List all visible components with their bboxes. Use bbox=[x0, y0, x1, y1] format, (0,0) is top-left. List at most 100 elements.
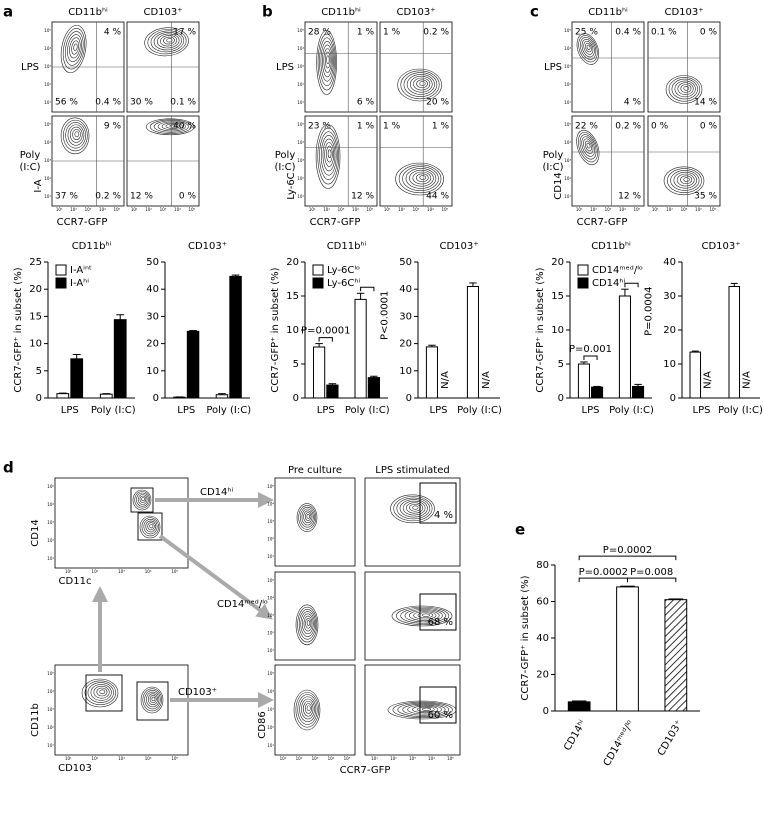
contour bbox=[147, 28, 187, 55]
log-tick-label: 10² bbox=[296, 756, 303, 761]
log-tick-label: 10³ bbox=[605, 207, 612, 212]
panel-letter: a bbox=[3, 3, 13, 21]
contour bbox=[143, 519, 158, 535]
row-label: Poly bbox=[543, 150, 564, 161]
bar bbox=[229, 275, 242, 399]
log-tick-label: 10³ bbox=[413, 207, 420, 212]
log-tick-label: 10¹ bbox=[297, 100, 304, 105]
log-tick-label: 10³ bbox=[267, 613, 274, 618]
contour bbox=[576, 129, 600, 166]
quadrant-percent: 0.4 % bbox=[615, 28, 641, 38]
contour bbox=[150, 30, 185, 53]
log-tick-label: 10⁴ bbox=[145, 756, 152, 761]
contour bbox=[665, 75, 703, 104]
contour bbox=[576, 33, 600, 65]
flow-x-label: CCR7-GFP bbox=[310, 217, 361, 228]
log-tick-label: 10¹ bbox=[371, 756, 378, 761]
quadrant-percent: 12 % bbox=[618, 192, 641, 202]
contour bbox=[674, 80, 696, 98]
log-tick-label: 10⁵ bbox=[113, 207, 120, 212]
contour bbox=[303, 700, 314, 717]
y-tick-label: 50 bbox=[146, 257, 159, 268]
contour bbox=[404, 609, 443, 623]
contour bbox=[400, 607, 446, 624]
quadrant-percent: 0.2 % bbox=[95, 192, 121, 202]
log-tick-label: 10⁴ bbox=[47, 689, 54, 694]
contour bbox=[416, 79, 428, 89]
quadrant-percent: 17 % bbox=[173, 28, 196, 38]
contour bbox=[319, 37, 335, 87]
legend-swatch bbox=[577, 277, 589, 289]
quadrant-percent: 6 % bbox=[357, 98, 375, 108]
p-value: P=0.0001 bbox=[301, 326, 350, 337]
log-tick-label: 10¹ bbox=[131, 207, 138, 212]
contour bbox=[583, 138, 594, 154]
contour bbox=[297, 606, 318, 643]
contour bbox=[671, 78, 698, 100]
log-tick-label: 10² bbox=[47, 725, 54, 730]
bar bbox=[616, 586, 639, 712]
bar bbox=[186, 330, 200, 399]
p-value: P=0.008 bbox=[630, 567, 673, 578]
y-tick-label: 5 bbox=[36, 366, 42, 377]
column-title: CD103⁺ bbox=[396, 7, 435, 18]
y-tick-label: 5 bbox=[293, 359, 299, 370]
log-tick-label: 10¹ bbox=[297, 194, 304, 199]
contour bbox=[144, 27, 189, 57]
log-tick-label: 10⁴ bbox=[267, 689, 274, 694]
row-label: (I:C) bbox=[19, 162, 40, 173]
row-label: Poly bbox=[275, 150, 296, 161]
log-tick-label: 10⁴ bbox=[99, 207, 106, 212]
log-tick-label: 10² bbox=[267, 725, 274, 730]
column-title: CD11bʰⁱ bbox=[588, 7, 628, 18]
quadrant-percent: 4 % bbox=[104, 28, 122, 38]
contour bbox=[300, 611, 315, 637]
quadrant-percent: 1 % bbox=[383, 122, 401, 132]
y-tick-label: 0 bbox=[670, 393, 676, 404]
contour bbox=[326, 145, 333, 163]
contour bbox=[304, 512, 312, 521]
y-tick-label: 10 bbox=[551, 325, 564, 336]
contour bbox=[413, 611, 437, 620]
log-tick-label: 10¹ bbox=[65, 756, 72, 761]
contour bbox=[579, 134, 597, 160]
p-value: P=0.001 bbox=[569, 344, 612, 355]
log-tick-label: 10⁴ bbox=[267, 501, 274, 506]
x-tick-label: LPS bbox=[582, 405, 600, 416]
bar bbox=[591, 386, 604, 399]
contour bbox=[397, 702, 450, 717]
row-label: Poly bbox=[20, 150, 41, 161]
bar bbox=[313, 346, 326, 399]
x-tick-label: CD14ʰⁱ bbox=[562, 718, 588, 752]
p-value: P<0.0001 bbox=[380, 291, 391, 340]
y-tick-label: 40 bbox=[663, 257, 676, 268]
x-tick-label: Poly (I:C) bbox=[206, 405, 251, 416]
contour bbox=[402, 166, 439, 191]
quadrant-percent: 1 % bbox=[432, 122, 450, 132]
y-tick-label: 0 bbox=[153, 393, 159, 404]
contour bbox=[323, 48, 332, 73]
log-tick-label: 10⁴ bbox=[145, 569, 152, 574]
gate-percent: 60 % bbox=[428, 710, 453, 721]
contour bbox=[402, 500, 426, 516]
log-tick-label: 10⁵ bbox=[44, 28, 51, 33]
flow-x-label: CCR7-GFP bbox=[57, 217, 108, 228]
contour bbox=[393, 496, 433, 522]
contour bbox=[301, 508, 314, 526]
contour bbox=[165, 123, 180, 129]
contour bbox=[580, 37, 597, 60]
log-tick-label: 10⁴ bbox=[352, 207, 359, 212]
log-tick-label: 10² bbox=[323, 207, 330, 212]
log-tick-label: 10¹ bbox=[576, 207, 583, 212]
contour bbox=[67, 124, 85, 146]
flow-plot bbox=[364, 477, 461, 567]
chart-title: CD103⁺ bbox=[439, 241, 478, 252]
legend-swatch bbox=[312, 264, 324, 276]
column-title: CD11bʰⁱ bbox=[68, 7, 108, 18]
contour bbox=[151, 696, 156, 702]
contour bbox=[417, 612, 434, 619]
chart-title: CD103⁺ bbox=[701, 241, 740, 252]
contour bbox=[81, 678, 119, 708]
y-tick-label: 10 bbox=[146, 366, 159, 377]
